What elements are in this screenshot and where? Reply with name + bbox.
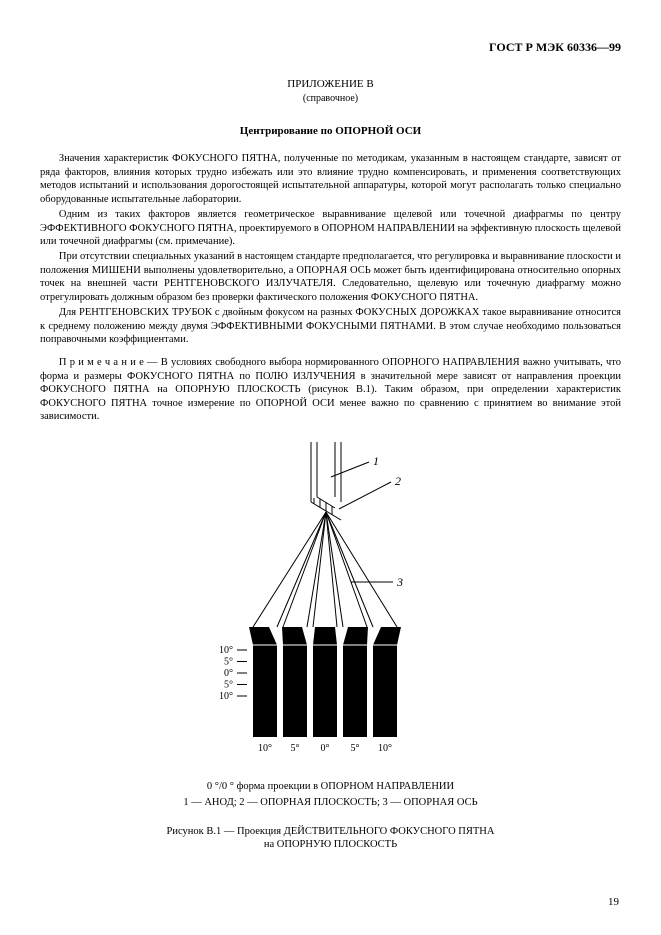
svg-text:0°: 0° xyxy=(320,743,329,754)
svg-text:10°: 10° xyxy=(219,645,233,656)
paragraph-3: При отсутствии специальных указаний в на… xyxy=(40,250,621,304)
figure-caption-line-1: 0 °/0 ° форма проекции в ОПОРНОМ НАПРАВЛ… xyxy=(40,780,621,793)
svg-text:10°: 10° xyxy=(258,743,272,754)
figure-caption-line-2: 1 — АНОД; 2 — ОПОРНАЯ ПЛОСКОСТЬ; 3 — ОПО… xyxy=(40,796,621,809)
svg-text:5°: 5° xyxy=(224,679,233,690)
document-id: ГОСТ Р МЭК 60336—99 xyxy=(40,40,621,55)
figure-title-line-1: Рисунок В.1 — Проекция ДЕЙСТВИТЕЛЬНОГО Ф… xyxy=(40,825,621,838)
figure-wrap: 1 2 3 10°5°0°5°10° 10°5°0°5°10° 0 °/0 ° … xyxy=(40,442,621,852)
appendix-label: ПРИЛОЖЕНИЕ В xyxy=(40,77,621,91)
figure-title-line-2: на ОПОРНУЮ ПЛОСКОСТЬ xyxy=(40,838,621,851)
svg-text:5°: 5° xyxy=(224,656,233,667)
figure-b1: 1 2 3 10°5°0°5°10° 10°5°0°5°10° xyxy=(181,442,481,766)
page-number: 19 xyxy=(608,895,619,909)
paragraph-4: Для РЕНТГЕНОВСКИХ ТРУБОК с двойным фокус… xyxy=(40,306,621,346)
figure-title: Рисунок В.1 — Проекция ДЕЙСТВИТЕЛЬНОГО Ф… xyxy=(40,825,621,852)
figure-caption: 0 °/0 ° форма проекции в ОПОРНОМ НАПРАВЛ… xyxy=(40,780,621,809)
note-paragraph: П р и м е ч а н и е — В условиях свободн… xyxy=(40,356,621,423)
svg-text:1: 1 xyxy=(373,454,379,468)
appendix-note: (справочное) xyxy=(40,93,621,106)
paragraph-2: Одним из таких факторов является геометр… xyxy=(40,208,621,248)
svg-text:3: 3 xyxy=(396,575,403,589)
section-title: Центрирование по ОПОРНОЙ ОСИ xyxy=(40,124,621,138)
svg-text:0°: 0° xyxy=(224,668,233,679)
svg-text:5°: 5° xyxy=(290,743,299,754)
svg-text:10°: 10° xyxy=(378,743,392,754)
paragraph-1: Значения характеристик ФОКУСНОГО ПЯТНА, … xyxy=(40,152,621,206)
svg-text:10°: 10° xyxy=(219,691,233,702)
svg-text:2: 2 xyxy=(395,474,401,488)
svg-text:5°: 5° xyxy=(350,743,359,754)
